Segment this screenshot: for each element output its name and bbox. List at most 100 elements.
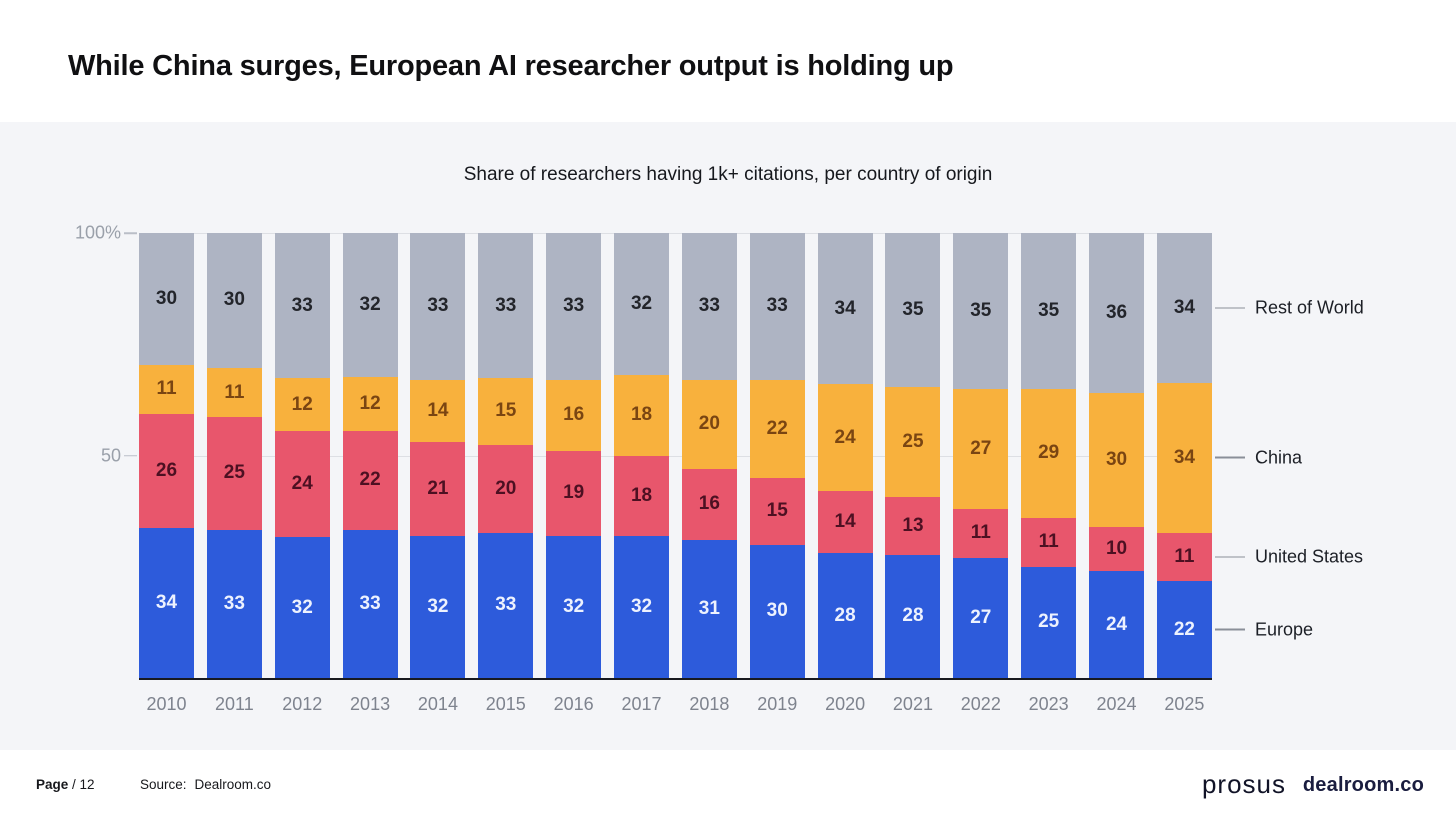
x-axis-label-2011: 2011 [215,694,254,714]
segment-china: 15 [478,378,534,445]
segment-value-label: 33 [766,295,788,317]
segment-europe: 32 [614,535,670,678]
segment-value-label: 33 [495,294,517,316]
page-number: Page / 12 [36,777,95,792]
footer: Page / 12 Source: Dealroom.co prosus deal… [0,750,1456,819]
segment-china: 18 [614,375,670,456]
segment-value-label: 30 [155,288,178,310]
segment-china: 14 [410,379,466,443]
segment-value-label: 25 [1038,611,1060,633]
segment-europe: 34 [139,528,194,678]
segment-value-label: 30 [223,289,245,311]
legend-label: Rest of World [1255,297,1364,318]
segment-value-label: 12 [359,392,381,414]
page-number-value: / 12 [72,777,95,792]
segment-china: 25 [885,387,941,498]
segment-europe: 32 [274,537,330,678]
legend-item-china: China [1215,447,1302,468]
segment-value-label: 33 [427,295,449,317]
source-value: Dealroom.co [194,777,272,792]
segment-value-label: 32 [630,293,653,315]
segment-rest-of-world: 32 [614,233,670,376]
segment-value-label: 33 [291,294,313,316]
segment-europe: 22 [1156,581,1212,678]
segment-value-label: 34 [834,297,856,319]
segment-value-label: 22 [766,417,788,439]
x-axis-label-2023: 2023 [1028,694,1069,714]
x-axis-label-2021: 2021 [892,694,933,714]
segment-united-states: 22 [342,430,398,530]
segment-europe: 33 [342,529,398,678]
segment-rest-of-world: 36 [1089,233,1145,394]
segment-europe: 32 [546,535,602,678]
segment-value-label: 15 [766,500,788,522]
segment-value-label: 16 [563,404,585,426]
segment-value-label: 18 [630,404,653,426]
segment-europe: 33 [206,529,262,678]
plot-area: 100% 50 34 26 11 30 33 25 11 30 32 24 12 33 33 22 12 32… [75,223,1212,680]
segment-value-label: 34 [155,592,178,614]
legend-connector-line [1215,456,1245,459]
bar-2022: 27 11 27 35 [953,233,1009,678]
segment-value-label: 36 [1105,302,1128,324]
segment-value-label: 34 [1173,296,1195,318]
segment-united-states: 11 [1156,532,1212,582]
bar-2017: 32 18 18 32 [614,233,670,678]
bar-2014: 32 21 14 33 [410,233,466,678]
segment-value-label: 12 [291,393,313,415]
segment-europe: 27 [953,557,1009,678]
x-axis-label-2018: 2018 [689,694,730,714]
segment-value-label: 11 [970,522,991,544]
segment-china: 16 [546,379,602,452]
segment-europe: 24 [1089,571,1145,678]
prosus-logo: prosus [1201,769,1286,799]
bar-2021: 28 13 25 35 [885,233,941,678]
bar-2013: 33 22 12 32 [342,233,398,678]
segment-value-label: 24 [291,473,313,495]
segment-value-label: 35 [1038,299,1060,321]
segment-value-label: 24 [1105,613,1128,635]
segment-china: 27 [953,388,1009,509]
legend-label: Europe [1255,619,1314,640]
segment-value-label: 21 [427,477,449,499]
segment-value-label: 25 [902,431,924,453]
segment-united-states: 26 [139,413,194,529]
segment-rest-of-world: 33 [410,233,466,380]
y-axis-label-100: 100% [74,222,121,243]
segment-value-label: 14 [834,511,856,533]
legend-item-europe: Europe [1215,619,1313,640]
x-axis-label-2025: 2025 [1164,694,1205,714]
y-axis-tick-50 [124,454,137,457]
segment-united-states: 24 [274,431,330,538]
bar-2025: 22 11 34 34 [1156,233,1212,678]
segment-value-label: 31 [698,598,720,620]
legend-item-rest-of-world: Rest of World [1215,297,1364,318]
x-axis-label-2024: 2024 [1096,694,1137,714]
gridline-100 [139,233,1212,234]
segment-united-states: 14 [817,491,873,554]
segment-value-label: 32 [359,293,381,315]
legend-label: United States [1255,546,1364,567]
bar-2019: 30 15 22 33 [749,233,805,678]
page-number-label: Page [36,777,69,792]
segment-rest-of-world: 30 [139,233,194,366]
segment-value-label: 27 [970,437,992,459]
segment-united-states: 13 [885,497,941,555]
legend-connector-line [1215,628,1245,631]
x-axis-label-2017: 2017 [621,694,662,714]
legend-label: China [1255,447,1303,468]
x-axis-labels: 2010 2011 2012 2013 2014 2015 2016 2017 2018 2019… [139,694,1212,715]
segment-rest-of-world: 33 [274,233,330,379]
segment-value-label: 20 [698,413,720,435]
x-axis-label-2020: 2020 [825,694,866,714]
segment-value-label: 24 [834,426,856,448]
legend: Rest of World China United States Europe [1215,233,1455,678]
segment-value-label: 18 [630,484,653,506]
x-axis-label-2013: 2013 [350,694,391,714]
segment-rest-of-world: 35 [885,233,941,388]
source-label: Source: [140,777,187,792]
segment-value-label: 15 [495,400,517,422]
segment-value-label: 22 [1173,618,1195,640]
x-axis-label-2012: 2012 [282,694,323,714]
segment-rest-of-world: 33 [681,233,737,380]
